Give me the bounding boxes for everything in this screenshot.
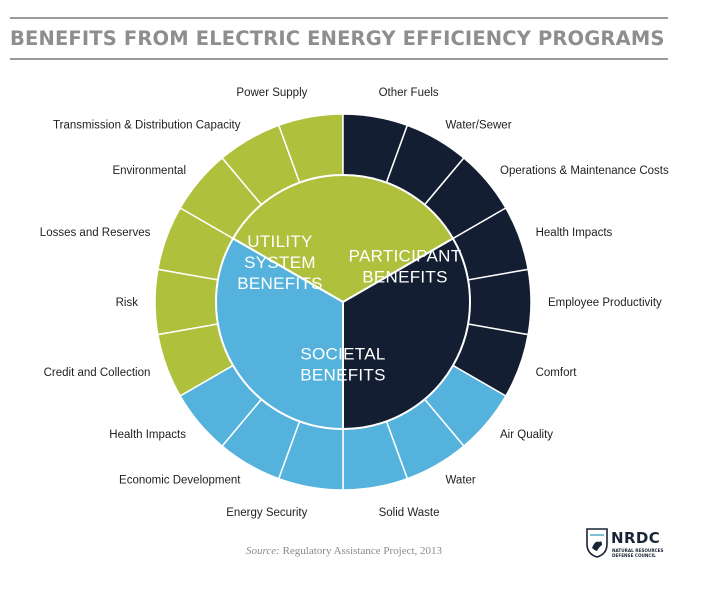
label-societal-health-impacts: Health Impacts	[109, 429, 186, 441]
label-utility-losses-and-reserves: Losses and Reserves	[40, 227, 151, 239]
societal-sector	[215, 237, 344, 431]
benefit-labels: Power Supply Transmission & Distribution …	[40, 87, 669, 519]
label-societal-energy-security: Energy Security	[226, 507, 307, 519]
title-underline	[10, 58, 668, 60]
label-societal-water: Water	[446, 475, 476, 487]
societal-center-label-2: BENEFITS	[300, 366, 386, 385]
source-note: Source: Regulatory Assistance Project, 2…	[246, 545, 442, 557]
nrdc-emblem-icon	[586, 528, 608, 558]
nrdc-wordmark: NRDC	[611, 529, 661, 547]
page-title: BENEFITS FROM ELECTRIC ENERGY EFFICIENCY…	[10, 27, 665, 50]
participant-segment-employee-productivity	[467, 268, 532, 336]
label-participant-operations-maintenance-costs: Operations & Maintenance Costs	[500, 165, 669, 177]
label-utility-transmission-distribution-capacity: Transmission & Distribution Capacity	[53, 120, 241, 132]
outer-ring	[154, 113, 532, 491]
utility-sector	[231, 174, 455, 304]
label-participant-health-impacts: Health Impacts	[536, 227, 613, 239]
label-participant-other-fuels: Other Fuels	[379, 87, 439, 99]
source-key: Source:	[246, 545, 280, 557]
label-utility-power-supply: Power Supply	[236, 87, 307, 99]
nrdc-logo: NRDC NATURAL RESOURCES DEFENSE COUNCIL	[586, 528, 686, 560]
top-rule	[10, 17, 668, 19]
utility-segment-risk	[154, 268, 219, 336]
group-labels: UTILITY SYSTEM BENEFITS PARTICIPANT BENEFITS…	[237, 232, 461, 385]
participant-center-label-1: PARTICIPANT	[349, 247, 462, 266]
participant-center-label-2: BENEFITS	[362, 268, 448, 287]
label-societal-air-quality: Air Quality	[500, 429, 553, 441]
label-participant-water-sewer: Water/Sewer	[446, 120, 512, 132]
societal-center-label-1: SOCIETAL	[300, 345, 385, 364]
label-societal-solid-waste: Solid Waste	[379, 507, 440, 519]
utility-center-label-2: SYSTEM	[244, 253, 316, 272]
logo-subtitle-1: NATURAL RESOURCES	[612, 548, 664, 553]
participant-sector	[342, 237, 471, 431]
label-utility-environmental: Environmental	[112, 165, 186, 177]
label-societal-economic-development: Economic Development	[119, 475, 241, 487]
label-participant-employee-productivity: Employee Productivity	[548, 297, 662, 309]
logo-subtitle-2: DEFENSE COUNCIL	[612, 553, 656, 558]
label-participant-comfort: Comfort	[536, 367, 578, 379]
source-text: Regulatory Assistance Project, 2013	[282, 545, 443, 557]
utility-center-label-1: UTILITY	[247, 232, 312, 251]
utility-center-label-3: BENEFITS	[237, 274, 323, 293]
label-utility-credit-and-collection: Credit and Collection	[44, 367, 151, 379]
label-utility-risk: Risk	[116, 297, 139, 309]
inner-pie	[215, 174, 471, 431]
